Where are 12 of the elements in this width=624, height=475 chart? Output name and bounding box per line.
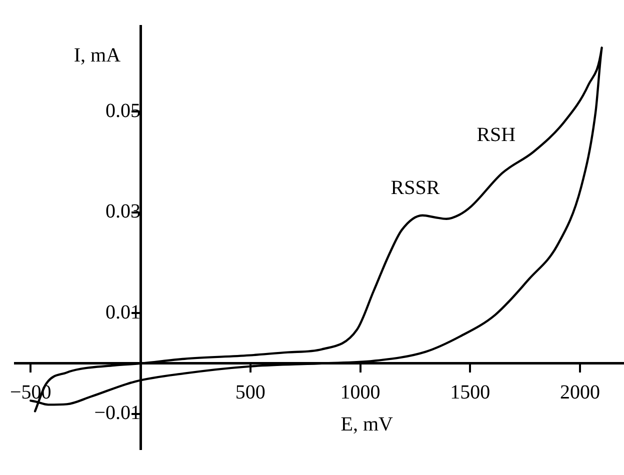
y-tick-label: 0.01 (106, 301, 141, 324)
annotation: RSSR (390, 177, 440, 200)
x-tick-label: 500 (235, 382, 266, 404)
x-tick-label: 1000 (340, 382, 380, 404)
x-tick-label: 1500 (450, 382, 490, 404)
y-tick-label: 0.05 (106, 100, 141, 122)
x-axis-title: E, mV (340, 414, 394, 436)
y-tick-label: −0.01 (94, 402, 141, 424)
annotation: RSH (476, 124, 516, 146)
y-axis-title: I, mA (74, 44, 122, 66)
y-tick-label: 0.03 (106, 200, 141, 223)
x-tick-label: 2000 (560, 382, 600, 404)
